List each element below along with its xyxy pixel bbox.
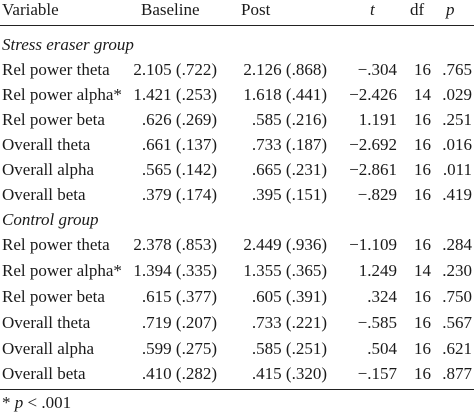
cell-post: 1.355 (.365) <box>243 261 327 280</box>
footnote-p: p <box>14 393 24 412</box>
cell-post: .605 (.391) <box>251 287 327 306</box>
table-row: Overall theta .661 (.137) .733 (.187) −2… <box>0 132 474 158</box>
cell-post: 2.126 (.868) <box>243 60 327 79</box>
cell-p: .251 <box>442 110 472 129</box>
cell-baseline: .410 (.282) <box>141 364 217 383</box>
cell-df: 16 <box>414 287 431 306</box>
header-divider <box>0 25 474 26</box>
header-baseline: Baseline <box>141 0 200 19</box>
header-p: p <box>446 0 455 19</box>
cell-variable: Overall theta <box>2 313 91 332</box>
cell-p: .750 <box>442 287 472 306</box>
cell-post: .733 (.187) <box>251 135 327 154</box>
cell-variable: Rel power theta <box>2 235 110 254</box>
table-row: Overall beta .379 (.174) .395 (.151) −.8… <box>0 182 474 208</box>
cell-p: .765 <box>442 60 472 79</box>
cell-df: 16 <box>414 185 431 204</box>
header-post: Post <box>241 0 271 19</box>
table-row: Rel power theta 2.105 (.722) 2.126 (.868… <box>0 57 474 83</box>
cell-p: .011 <box>442 160 472 179</box>
group-title: Stress eraser group <box>2 35 134 54</box>
cell-t: −2.426 <box>349 85 397 104</box>
cell-t: .324 <box>367 287 397 306</box>
table-row: Rel power alpha* 1.421 (.253) 1.618 (.44… <box>0 82 474 108</box>
table-row: Rel power alpha* 1.394 (.335) 1.355 (.36… <box>0 258 474 284</box>
cell-t: 1.249 <box>358 261 397 280</box>
header-t: t <box>370 0 375 19</box>
cell-p: .419 <box>442 185 472 204</box>
cell-p: .567 <box>442 313 472 332</box>
cell-post: .665 (.231) <box>251 160 327 179</box>
cell-post: .585 (.216) <box>251 110 327 129</box>
table-row: Overall beta .410 (.282) .415 (.320) −.1… <box>0 361 474 387</box>
table-header-row: Variable Baseline Post t df p <box>0 0 474 23</box>
cell-df: 16 <box>414 313 431 332</box>
cell-post: .395 (.151) <box>251 185 327 204</box>
cell-df: 16 <box>414 339 431 358</box>
cell-t: −.829 <box>357 185 397 204</box>
header-df: df <box>410 0 425 19</box>
cell-variable: Overall theta <box>2 135 91 154</box>
cell-p: .621 <box>442 339 472 358</box>
cell-baseline: .626 (.269) <box>141 110 217 129</box>
cell-t: −1.109 <box>349 235 397 254</box>
cell-baseline: 2.378 (.853) <box>133 235 217 254</box>
cell-t: −2.692 <box>349 135 397 154</box>
cell-p: .284 <box>442 235 472 254</box>
cell-variable: Rel power alpha* <box>2 85 122 104</box>
cell-df: 16 <box>414 235 431 254</box>
cell-variable: Overall beta <box>2 185 86 204</box>
cell-variable: Overall beta <box>2 364 86 383</box>
cell-p: .230 <box>442 261 472 280</box>
cell-baseline: .599 (.275) <box>141 339 217 358</box>
footnote-star: * <box>2 393 11 412</box>
table-row: Overall theta .719 (.207) .733 (.221) −.… <box>0 310 474 336</box>
cell-post: .585 (.251) <box>251 339 327 358</box>
table-row: Overall alpha .565 (.142) .665 (.231) −2… <box>0 157 474 183</box>
cell-variable: Overall alpha <box>2 160 95 179</box>
cell-baseline: .615 (.377) <box>141 287 217 306</box>
cell-df: 14 <box>414 261 431 280</box>
cell-p: .029 <box>442 85 472 104</box>
cell-variable: Rel power beta <box>2 287 105 306</box>
footnote-threshold: < .001 <box>27 393 72 412</box>
cell-t: −.304 <box>357 60 397 79</box>
cell-baseline: .719 (.207) <box>141 313 217 332</box>
cell-variable: Rel power alpha* <box>2 261 122 280</box>
cell-baseline: 2.105 (.722) <box>133 60 217 79</box>
cell-variable: Overall alpha <box>2 339 95 358</box>
cell-df: 16 <box>414 160 431 179</box>
cell-post: .733 (.221) <box>251 313 327 332</box>
cell-baseline: .661 (.137) <box>141 135 217 154</box>
cell-variable: Rel power beta <box>2 110 105 129</box>
cell-df: 14 <box>414 85 431 104</box>
cell-df: 16 <box>414 364 431 383</box>
cell-post: 2.449 (.936) <box>243 235 327 254</box>
table-row: Rel power theta 2.378 (.853) 2.449 (.936… <box>0 232 474 258</box>
cell-t: 1.191 <box>358 110 397 129</box>
cell-t: −.157 <box>357 364 397 383</box>
cell-t: −2.861 <box>349 160 397 179</box>
cell-p: .877 <box>442 364 472 383</box>
table-bottom-rule <box>0 389 474 390</box>
header-variable: Variable <box>2 0 59 19</box>
group-title: Control group <box>2 210 99 229</box>
cell-baseline: 1.394 (.335) <box>133 261 217 280</box>
table-row: Overall alpha .599 (.275) .585 (.251) .5… <box>0 336 474 362</box>
cell-post: 1.618 (.441) <box>243 85 327 104</box>
footnote: * p < .001 <box>2 391 71 415</box>
cell-df: 16 <box>414 110 431 129</box>
cell-baseline: .379 (.174) <box>141 185 217 204</box>
cell-p: .016 <box>442 135 472 154</box>
cell-t: .504 <box>367 339 397 358</box>
cell-baseline: 1.421 (.253) <box>133 85 217 104</box>
table-row: Rel power beta .615 (.377) .605 (.391) .… <box>0 284 474 310</box>
cell-baseline: .565 (.142) <box>141 160 217 179</box>
cell-post: .415 (.320) <box>251 364 327 383</box>
table-row: Rel power beta .626 (.269) .585 (.216) 1… <box>0 107 474 133</box>
cell-t: −.585 <box>357 313 397 332</box>
cell-variable: Rel power theta <box>2 60 110 79</box>
cell-df: 16 <box>414 135 431 154</box>
cell-df: 16 <box>414 60 431 79</box>
